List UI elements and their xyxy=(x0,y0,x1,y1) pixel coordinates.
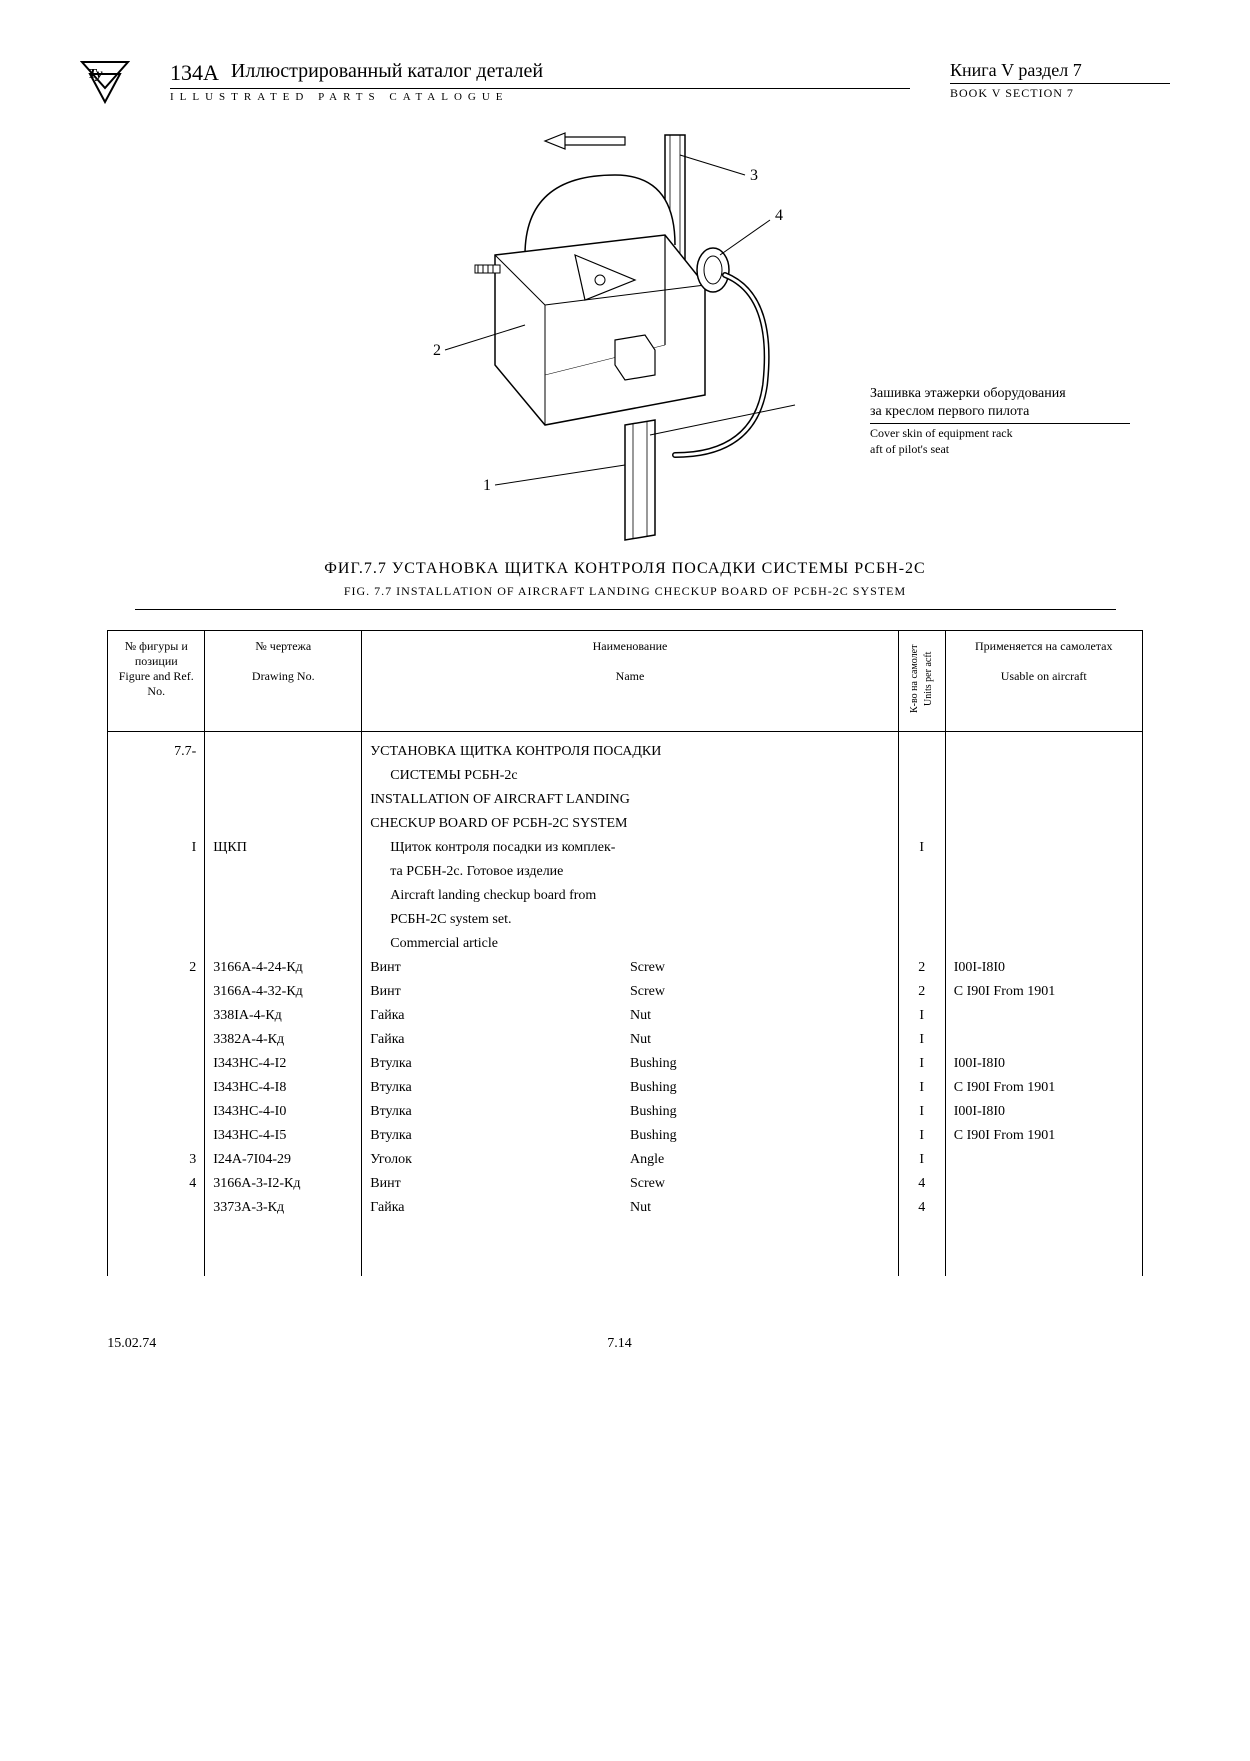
table-row: I343HC-4-I8ВтулкаBushingIС I90I From 190… xyxy=(108,1076,1143,1100)
title-en: ILLUSTRATED PARTS CATALOGUE xyxy=(170,89,910,103)
table-row: Aircraft landing checkup board from xyxy=(108,884,1143,908)
table-row: та РСБН-2с. Готовое изделие xyxy=(108,860,1143,884)
table-row: Commercial article xyxy=(108,932,1143,956)
table-row: I343HC-4-I5ВтулкаBushingIС I90I From 190… xyxy=(108,1124,1143,1148)
table-row: 43166А-3-I2-КдВинтScrew4 xyxy=(108,1172,1143,1196)
table-row: 3166А-4-32-КдВинтScrew2С I90I From 1901 xyxy=(108,980,1143,1004)
callout-1: 1 xyxy=(483,477,491,494)
book-ru: Книга V раздел 7 xyxy=(950,60,1170,84)
table-row: CHECKUP BOARD OF PCБH-2C SYSTEM xyxy=(108,812,1143,836)
model-number: 134А xyxy=(170,60,219,86)
book-en: BOOK V SECTION 7 xyxy=(950,84,1170,101)
table-row: СИСТЕМЫ РСБН-2с xyxy=(108,764,1143,788)
caption-en: FIG. 7.7 INSTALLATION OF AIRCRAFT LANDIN… xyxy=(135,584,1116,610)
table-row: 3382А-4-КдГайкаNutI xyxy=(108,1028,1143,1052)
table-row: 3I24А-7I04-29УголокAngleI xyxy=(108,1148,1143,1172)
page-header: Ту 134А Иллюстрированный каталог деталей… xyxy=(80,60,1170,105)
page-footer: 15.02.74 7.14 xyxy=(107,1336,1143,1352)
th-name: Наименование Name xyxy=(362,631,899,732)
callout-3: 3 xyxy=(750,167,758,184)
technical-drawing: 1 2 3 4 xyxy=(325,125,925,545)
table-row: I343HC-4-I0ВтулкаBushingII00I-I8I0 xyxy=(108,1100,1143,1124)
svg-text:Ту: Ту xyxy=(88,67,103,82)
figure-area: 1 2 3 4 Зашивка этажерки оборудованияза … xyxy=(80,125,1170,550)
logo-icon: Ту xyxy=(80,60,130,105)
callout-4: 4 xyxy=(775,207,783,224)
table-row: I343HC-4-I2ВтулкаBushingII00I-I8I0 xyxy=(108,1052,1143,1076)
table-row: PCБH-2C system set. xyxy=(108,908,1143,932)
table-row: IЩКПЩиток контроля посадки из комплек-I xyxy=(108,836,1143,860)
table-row: 338IА-4-КдГайкаNutI xyxy=(108,1004,1143,1028)
callout-2: 2 xyxy=(433,342,441,359)
table-row: 3373А-3-КдГайкаNut4 xyxy=(108,1196,1143,1220)
book-block: Книга V раздел 7 BOOK V SECTION 7 xyxy=(950,60,1170,101)
th-usable: Применяется на самолетах Usable on aircr… xyxy=(945,631,1142,732)
title-main: 134А Иллюстрированный каталог деталей IL… xyxy=(170,60,910,103)
th-draw: № чертежа Drawing No. xyxy=(205,631,362,732)
footer-date: 15.02.74 xyxy=(107,1336,156,1352)
caption-ru: ФИГ.7.7 УСТАНОВКА ЩИТКА КОНТРОЛЯ ПОСАДКИ… xyxy=(80,560,1170,578)
table-row: INSTALLATION OF AIRCRAFT LANDING xyxy=(108,788,1143,812)
figure-annotation: Зашивка этажерки оборудованияза креслом … xyxy=(870,385,1130,458)
table-row: 7.7-УСТАНОВКА ЩИТКА КОНТРОЛЯ ПОСАДКИ xyxy=(108,732,1143,765)
footer-page: 7.14 xyxy=(607,1336,632,1352)
th-units: К-во на самолет Units per acft xyxy=(898,631,945,732)
logo-block: Ту xyxy=(80,60,130,105)
th-fig: № фигуры и позиции Figure and Ref. No. xyxy=(108,631,205,732)
title-ru: Иллюстрированный каталог деталей xyxy=(231,60,543,86)
table-row: 23166А-4-24-КдВинтScrew2I00I-I8I0 xyxy=(108,956,1143,980)
parts-table: № фигуры и позиции Figure and Ref. No. №… xyxy=(107,630,1143,1276)
